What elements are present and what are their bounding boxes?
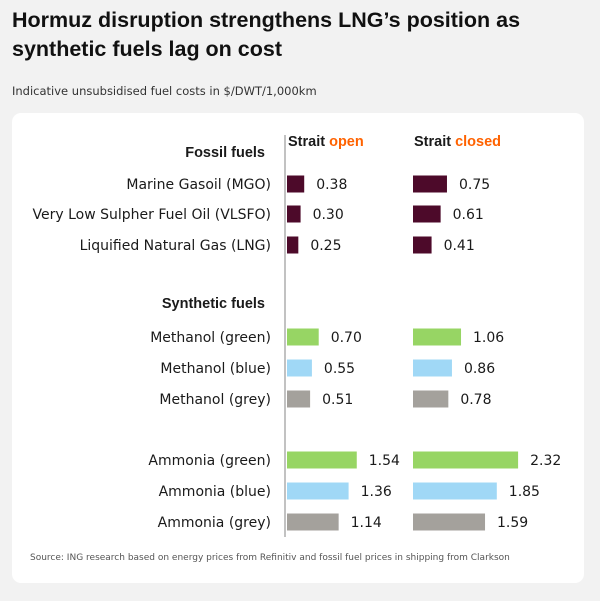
value-label: 0.25 (310, 238, 341, 254)
value-label: 0.30 (313, 207, 344, 223)
row-label: Ammonia (green) (148, 453, 271, 469)
value-label: 0.78 (460, 392, 491, 408)
row-label: Methanol (grey) (159, 392, 271, 408)
bar-closed (413, 451, 519, 469)
bar-closed (413, 236, 432, 254)
bar-open (287, 390, 311, 408)
source-note: Source: ING research based on energy pri… (30, 553, 510, 563)
group-header: Synthetic fuels (162, 296, 265, 312)
value-label: 0.38 (316, 177, 347, 193)
value-label: 0.75 (459, 177, 490, 193)
bar-closed (413, 359, 452, 377)
row-label: Very Low Sulpher Fuel Oil (VLSFO) (33, 207, 271, 223)
value-label: 0.51 (322, 392, 353, 408)
row-label: Marine Gasoil (MGO) (126, 177, 271, 193)
value-label: 1.06 (473, 330, 504, 346)
bar-open (287, 513, 339, 531)
row-label: Liquified Natural Gas (LNG) (80, 238, 271, 254)
value-label: 1.14 (351, 515, 382, 531)
value-label: 0.55 (324, 361, 355, 377)
value-label: 0.41 (444, 238, 475, 254)
row-label: Methanol (blue) (160, 361, 271, 377)
bar-closed (413, 513, 486, 531)
bar-closed (413, 205, 441, 223)
bar-open (287, 175, 305, 193)
panel-header-open: Strait open (288, 134, 364, 150)
bar-open (287, 451, 357, 469)
bar-open (287, 482, 349, 500)
value-label: 1.36 (361, 484, 392, 500)
value-label: 0.86 (464, 361, 495, 377)
value-label: 0.61 (453, 207, 484, 223)
bar-open (287, 205, 301, 223)
bar-closed (413, 328, 462, 346)
bar-closed (413, 390, 449, 408)
value-label: 1.59 (497, 515, 528, 531)
bar-open (287, 236, 299, 254)
value-label: 1.54 (369, 453, 400, 469)
panel-header-closed: Strait closed (414, 134, 501, 150)
value-label: 2.32 (530, 453, 561, 469)
row-label: Ammonia (grey) (158, 515, 271, 531)
row-label: Methanol (green) (150, 330, 271, 346)
row-label: Ammonia (blue) (159, 484, 271, 500)
group-header: Fossil fuels (185, 145, 265, 161)
bar-closed (413, 175, 447, 193)
value-label: 0.70 (331, 330, 362, 346)
value-label: 1.85 (509, 484, 540, 500)
bar-closed (413, 482, 497, 500)
bar-open (287, 328, 319, 346)
chart-title: Hormuz disruption strengthens LNG’s posi… (12, 8, 521, 61)
chart-subtitle: Indicative unsubsidised fuel costs in $/… (12, 84, 317, 98)
bar-open (287, 359, 312, 377)
